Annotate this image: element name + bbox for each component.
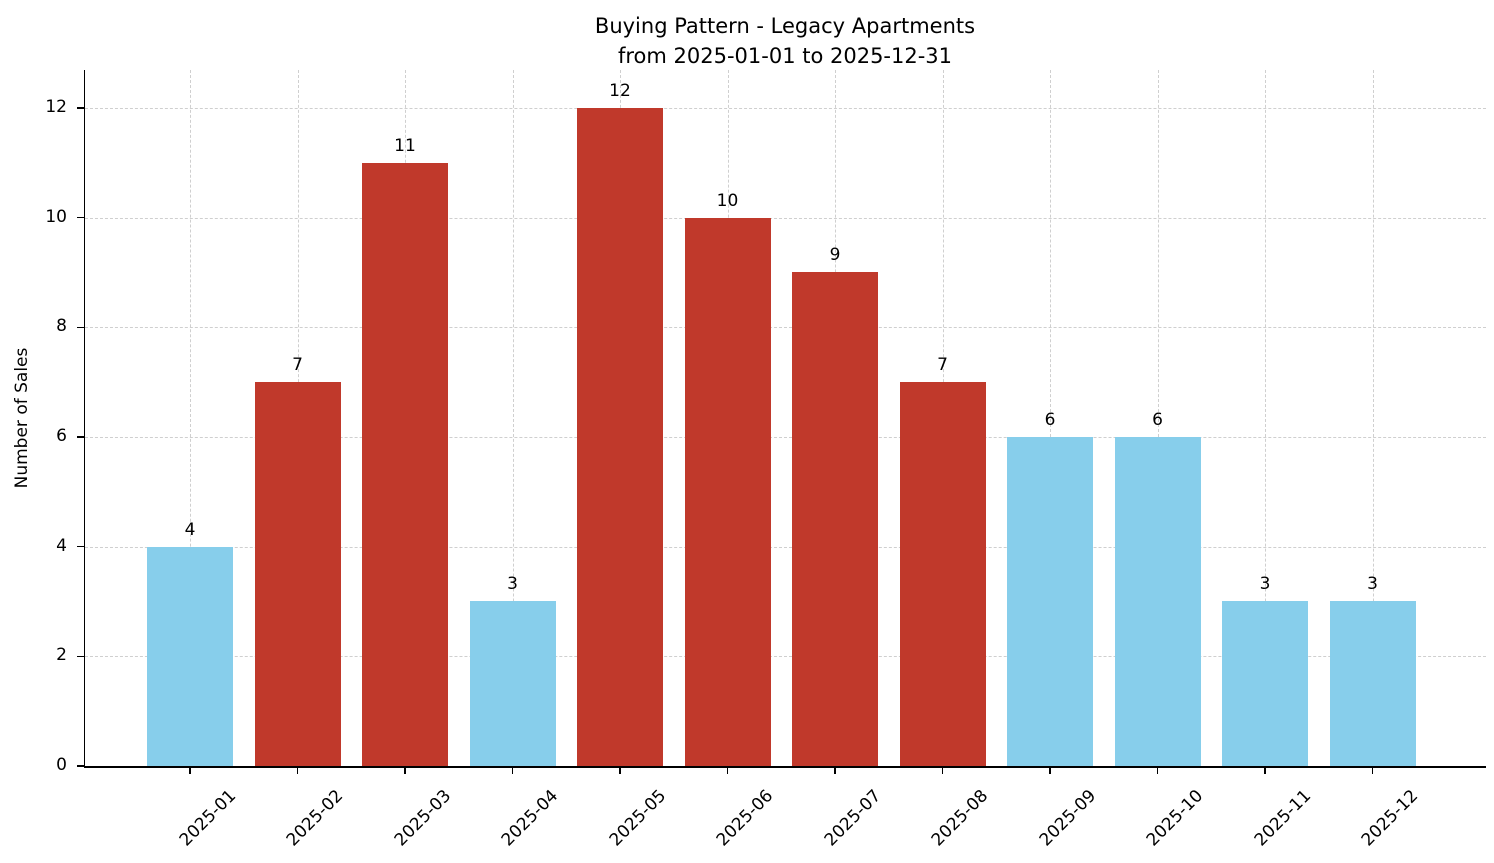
x-tick-label-text: 2025-09 bbox=[1035, 786, 1101, 851]
y-tick-label: 4 bbox=[56, 535, 67, 556]
bar-value-label: 12 bbox=[609, 80, 631, 101]
grid-line-vertical bbox=[190, 70, 191, 766]
y-tick-label: 12 bbox=[45, 96, 67, 117]
grid-line-horizontal bbox=[85, 327, 1486, 329]
x-tick-label-text: 2025-07 bbox=[820, 786, 886, 851]
x-tick-mark bbox=[941, 766, 944, 774]
x-tick-label-text: 2025-06 bbox=[713, 786, 778, 851]
bar-2025-04 bbox=[469, 601, 556, 766]
y-tick-label: 6 bbox=[56, 425, 67, 446]
bar-2025-03 bbox=[362, 162, 448, 766]
plot-area: 0 2 4 6 8 10 12 4 2025-01 7 2025-02 11 2025-03 3 2025-… bbox=[45, 70, 1486, 850]
x-tick-mark bbox=[1156, 766, 1159, 774]
y-axis-spine bbox=[83, 70, 85, 768]
y-tick-label: 8 bbox=[56, 316, 67, 337]
bar-value-label: 3 bbox=[1259, 574, 1271, 595]
x-tick-label-text: 2025-11 bbox=[1250, 786, 1316, 851]
bar-2025-08 bbox=[899, 382, 986, 766]
bar-2025-12 bbox=[1329, 601, 1416, 766]
y-tick-mark bbox=[77, 765, 85, 767]
x-tick-mark bbox=[726, 766, 729, 774]
bar-value-label: 3 bbox=[1367, 574, 1378, 595]
x-tick-mark bbox=[834, 766, 836, 774]
x-tick-mark bbox=[511, 766, 514, 774]
bar-value-label: 3 bbox=[507, 574, 518, 595]
x-tick-label-text: 2025-03 bbox=[390, 786, 456, 851]
chart-title: Buying Pattern - Legacy Apartments bbox=[594, 14, 976, 38]
grid-line-vertical bbox=[1372, 70, 1374, 766]
grid-line-horizontal bbox=[85, 436, 1486, 438]
x-tick-label-text: 2025-12 bbox=[1358, 786, 1423, 851]
y-tick-mark bbox=[77, 216, 85, 219]
chart-title-block: Buying Pattern - Legacy Apartments from … bbox=[595, 12, 975, 72]
bar-2025-01 bbox=[147, 546, 233, 766]
x-tick-mark bbox=[619, 766, 621, 774]
x-tick-label-text: 2025-02 bbox=[283, 786, 348, 851]
x-tick-label-text: 2025-01 bbox=[175, 786, 241, 851]
bar-value-label: 6 bbox=[1044, 409, 1056, 430]
x-tick-label-text: 2025-04 bbox=[498, 786, 563, 851]
y-tick-mark bbox=[77, 326, 85, 328]
x-tick-label-text: 2025-08 bbox=[928, 786, 993, 851]
y-tick-mark bbox=[77, 107, 85, 109]
x-tick-mark bbox=[1371, 766, 1374, 774]
bar-value-label: 7 bbox=[292, 355, 303, 376]
bar-2025-11 bbox=[1222, 601, 1308, 766]
x-axis-spine bbox=[83, 766, 1486, 768]
bar-value-label: 6 bbox=[1152, 409, 1163, 430]
grid-line-vertical bbox=[1157, 70, 1159, 766]
x-tick-mark bbox=[1049, 766, 1051, 774]
x-tick-mark bbox=[189, 766, 191, 774]
bar-value-label: 4 bbox=[184, 519, 196, 540]
x-tick-mark bbox=[296, 766, 299, 774]
grid-line-vertical bbox=[1050, 70, 1051, 766]
y-tick-mark bbox=[77, 545, 85, 548]
x-tick-mark bbox=[1264, 766, 1266, 774]
bar-2025-02 bbox=[254, 382, 341, 766]
grid-line-vertical bbox=[1265, 70, 1266, 766]
grid-line-horizontal bbox=[85, 656, 1486, 658]
y-tick-label: 2 bbox=[56, 645, 67, 666]
y-tick-label: 10 bbox=[45, 206, 67, 227]
y-axis-label: Number of Sales bbox=[12, 347, 32, 489]
bar-2025-09 bbox=[1007, 436, 1093, 766]
bar-value-label: 9 bbox=[829, 245, 841, 266]
x-tick-label-text: 2025-05 bbox=[605, 786, 671, 851]
x-tick-mark bbox=[404, 766, 406, 774]
bar-2025-07 bbox=[792, 272, 878, 766]
y-tick-label: 0 bbox=[56, 755, 67, 775]
y-tick-mark bbox=[77, 436, 85, 438]
x-tick-label-text: 2025-10 bbox=[1143, 786, 1208, 851]
bar-2025-06 bbox=[684, 217, 771, 766]
bar-2025-05 bbox=[577, 107, 663, 766]
grid-line-horizontal bbox=[85, 217, 1486, 219]
y-tick-mark bbox=[77, 655, 85, 657]
bar-2025-10 bbox=[1114, 436, 1201, 766]
chart-subtitle: from 2025-01-01 to 2025-12-31 bbox=[617, 43, 953, 68]
bar-value-label: 7 bbox=[937, 355, 948, 376]
bar-value-label: 10 bbox=[716, 190, 739, 211]
bar-value-label: 11 bbox=[394, 135, 416, 156]
grid-line-horizontal bbox=[85, 546, 1486, 548]
grid-line-horizontal bbox=[85, 107, 1486, 109]
grid-line-vertical bbox=[512, 70, 514, 766]
